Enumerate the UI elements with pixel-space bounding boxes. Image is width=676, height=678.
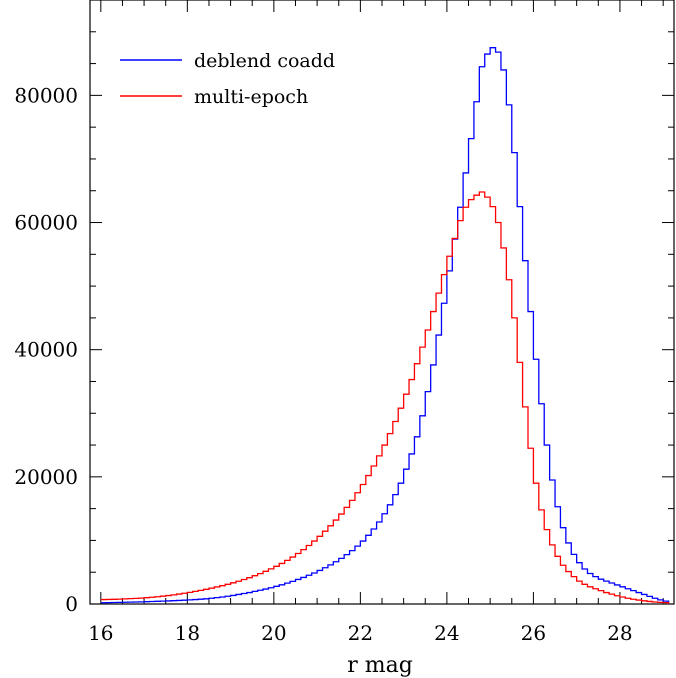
axis-tick-labels: 16 18 20 22 24 26 28 0 20000 40000 60000 80000 [14,83,632,645]
x-tick-label: 26 [521,621,546,645]
series-line-deblend-coadd [100,47,670,604]
legend-label-deblend-coadd: deblend coadd [194,50,335,72]
x-tick-label: 24 [434,621,459,645]
x-tick-label: 20 [261,621,286,645]
y-tick-label: 0 [65,592,78,616]
legend: deblend coadd multi-epoch [120,50,335,108]
y-tick-label: 40000 [14,338,78,362]
y-tick-label: 20000 [14,465,78,489]
axis-ticks [90,0,674,605]
series-line-multi-epoch [100,191,670,604]
y-tick-label: 60000 [14,211,78,235]
x-tick-label: 22 [348,621,373,645]
x-tick-label: 16 [88,621,113,645]
series-layer [100,47,670,604]
x-tick-label: 18 [175,621,200,645]
y-tick-label: 80000 [14,83,78,107]
legend-label-multi-epoch: multi-epoch [194,86,308,108]
x-axis-label: r mag [347,653,413,678]
x-tick-label: 28 [607,621,632,645]
